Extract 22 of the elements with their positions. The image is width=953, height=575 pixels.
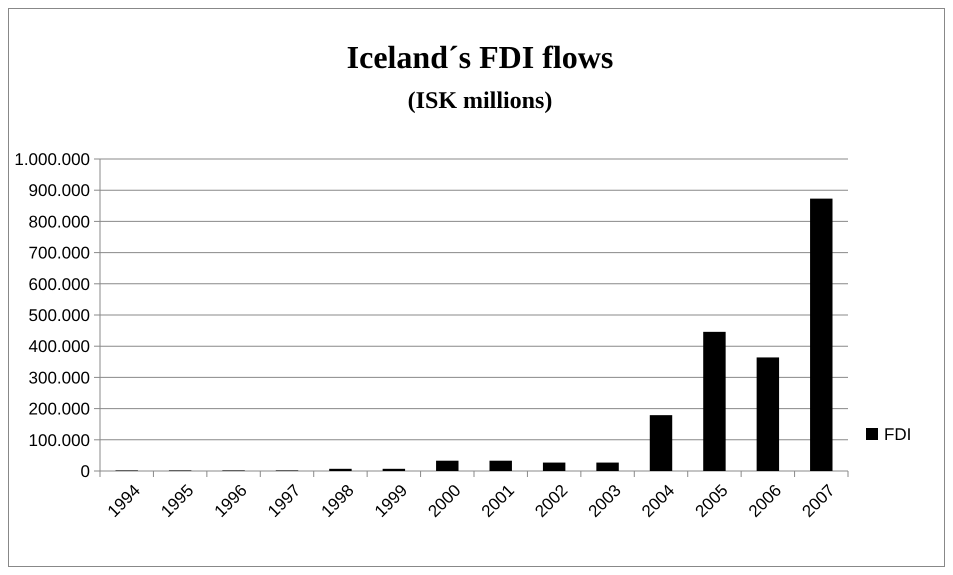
y-tick-label: 600.000 bbox=[28, 274, 90, 294]
y-tick-label: 0 bbox=[80, 462, 90, 481]
legend-label: FDI bbox=[884, 424, 912, 444]
chart-title: Iceland´s FDI flows bbox=[346, 39, 614, 75]
y-tick-label: 200.000 bbox=[28, 400, 90, 419]
bar bbox=[756, 357, 780, 471]
bar bbox=[436, 460, 459, 471]
bar bbox=[489, 460, 512, 471]
bar bbox=[810, 198, 833, 471]
y-tick-label: 100.000 bbox=[28, 430, 90, 450]
y-tick-label: 700.000 bbox=[28, 244, 90, 263]
y-tick-label: 800.000 bbox=[28, 212, 90, 232]
y-tick-label: 1.000.000 bbox=[14, 150, 90, 169]
bar bbox=[650, 415, 672, 471]
y-tick-label: 300.000 bbox=[28, 368, 90, 388]
y-tick-label: 500.000 bbox=[28, 306, 90, 325]
y-tick-label: 900.000 bbox=[28, 181, 90, 200]
bar bbox=[542, 462, 566, 471]
bar bbox=[596, 462, 619, 471]
chart-subtitle: (ISK millions) bbox=[408, 88, 552, 114]
y-tick-label: 400.000 bbox=[28, 337, 90, 356]
bar bbox=[703, 332, 726, 471]
